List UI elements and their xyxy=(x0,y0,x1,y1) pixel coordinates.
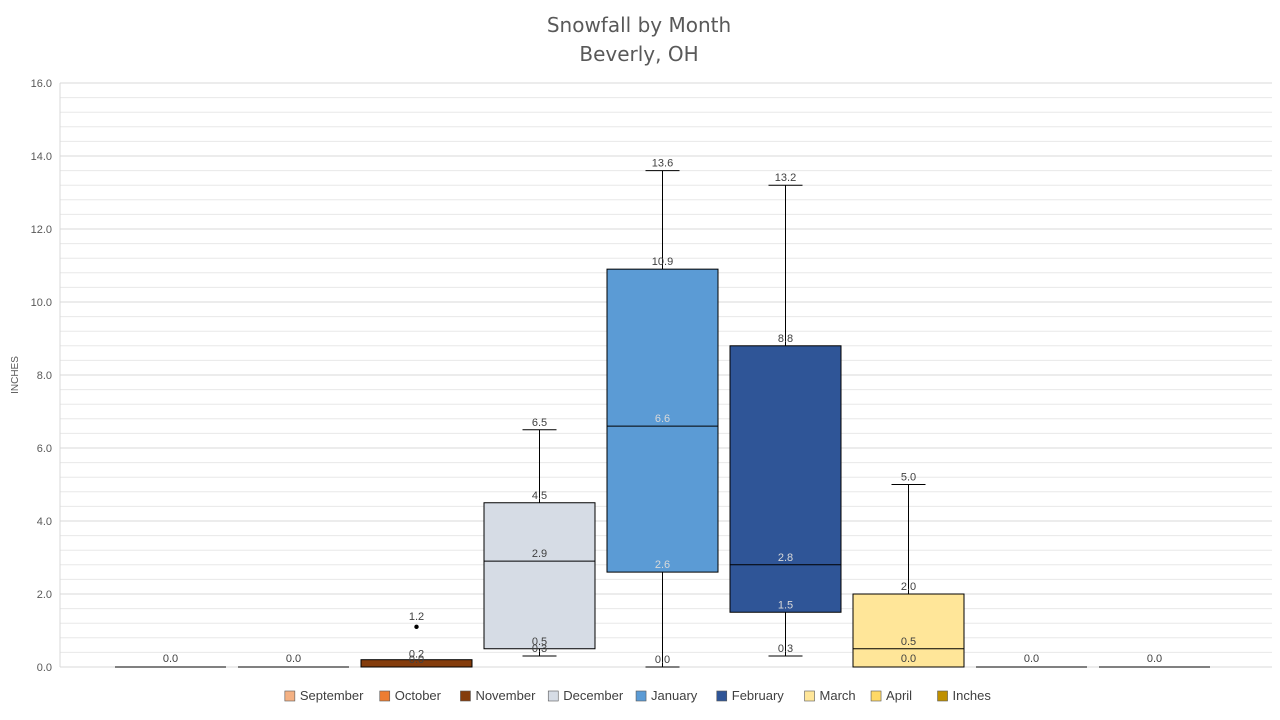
legend-label: April xyxy=(886,688,912,703)
data-label-january: 2.6 xyxy=(655,559,670,571)
y-tick-label: 14.0 xyxy=(31,151,52,163)
iqr-box xyxy=(606,268,719,573)
box-november xyxy=(360,624,473,668)
y-tick-label: 4.0 xyxy=(37,516,52,528)
box-december xyxy=(483,429,596,657)
legend-item-march[interactable]: March xyxy=(804,688,856,703)
y-tick-label: 12.0 xyxy=(31,224,52,236)
legend-item-november[interactable]: November xyxy=(460,688,536,703)
legend-label: March xyxy=(820,688,856,703)
data-label-inches: 0.0 xyxy=(1147,653,1162,665)
outlier-point xyxy=(414,624,419,630)
data-label-january: 6.6 xyxy=(655,413,670,425)
data-label-november: 1.2 xyxy=(409,611,424,623)
legend-label: September xyxy=(300,688,364,703)
data-label-february: 0.3 xyxy=(778,643,793,655)
data-label-february: 13.2 xyxy=(775,172,796,184)
legend-label: January xyxy=(651,688,698,703)
chart-subtitle: Beverly, OH xyxy=(579,42,698,66)
legend-swatch xyxy=(870,690,882,702)
legend-swatch xyxy=(937,690,948,702)
iqr-box xyxy=(729,345,842,613)
data-label-october: 0.0 xyxy=(286,653,301,665)
legend-item-september[interactable]: September xyxy=(284,688,364,703)
data-label-january: 10.9 xyxy=(652,256,673,268)
data-label-january: 0.0 xyxy=(655,654,670,666)
data-label-january: 13.6 xyxy=(652,158,673,170)
data-label-december: 4.5 xyxy=(532,490,547,502)
data-label-february: 1.5 xyxy=(778,599,793,611)
box-january xyxy=(606,170,719,668)
box-march xyxy=(852,484,965,668)
data-label-september: 0.0 xyxy=(163,653,178,665)
data-label-march: 0.5 xyxy=(901,636,916,648)
iqr-box xyxy=(852,593,965,668)
data-label-december: 0.5 xyxy=(532,636,547,648)
boxes xyxy=(115,170,1210,668)
y-tick-label: 10.0 xyxy=(31,297,52,309)
legend-swatch xyxy=(379,690,391,702)
y-axis-label: INCHES xyxy=(10,356,21,394)
y-tick-label: 2.0 xyxy=(37,589,52,601)
legend-label: October xyxy=(395,688,442,703)
data-label-december: 2.9 xyxy=(532,548,547,560)
data-label-december: 0.3 xyxy=(532,643,547,655)
legend-label: Inches xyxy=(953,688,992,703)
data-label-february: 2.8 xyxy=(778,552,793,564)
legend-item-january[interactable]: January xyxy=(635,688,698,703)
legend-label: November xyxy=(475,688,536,703)
legend-item-april[interactable]: April xyxy=(870,688,912,703)
legend-item-october[interactable]: October xyxy=(379,688,442,703)
data-label-march: 0.0 xyxy=(901,653,916,665)
legend-label: February xyxy=(732,688,785,703)
data-label-march: 5.0 xyxy=(901,472,916,484)
legend-label: December xyxy=(563,688,624,703)
data-label-april: 0.0 xyxy=(1024,653,1039,665)
box-february xyxy=(729,184,842,657)
data-label-march: 2.0 xyxy=(901,581,916,593)
legend-item-inches[interactable]: Inches xyxy=(937,688,992,703)
y-tick-label: 0.0 xyxy=(37,662,52,674)
data-label-november: 0.2 xyxy=(409,649,424,661)
chart-title: Snowfall by Month xyxy=(547,13,731,37)
legend-swatch xyxy=(460,690,471,702)
data-labels: 0.0 0.01.20.20.06.54.52.90.50.313.610.96.… xyxy=(163,158,1162,666)
y-tick-label: 8.0 xyxy=(37,370,52,382)
data-label-november: 0.0 xyxy=(409,654,424,666)
legend[interactable]: September October November December January F… xyxy=(284,688,992,703)
legend-swatch xyxy=(635,690,647,702)
y-tick-label: 6.0 xyxy=(37,443,52,455)
legend-item-february[interactable]: February xyxy=(716,688,785,703)
legend-swatch xyxy=(716,690,728,702)
legend-item-december[interactable]: December xyxy=(547,688,624,703)
legend-swatch xyxy=(284,690,296,702)
legend-swatch xyxy=(804,690,815,702)
legend-swatch xyxy=(547,690,559,702)
y-tick-label: 16.0 xyxy=(31,78,52,90)
data-label-february: 8.8 xyxy=(778,333,793,345)
y-axis-ticks: 0.0 2.0 4.0 6.0 8.0 10.0 12.0 14.0 16.0 xyxy=(31,78,52,674)
iqr-box xyxy=(483,502,596,650)
data-label-december: 6.5 xyxy=(532,417,547,429)
